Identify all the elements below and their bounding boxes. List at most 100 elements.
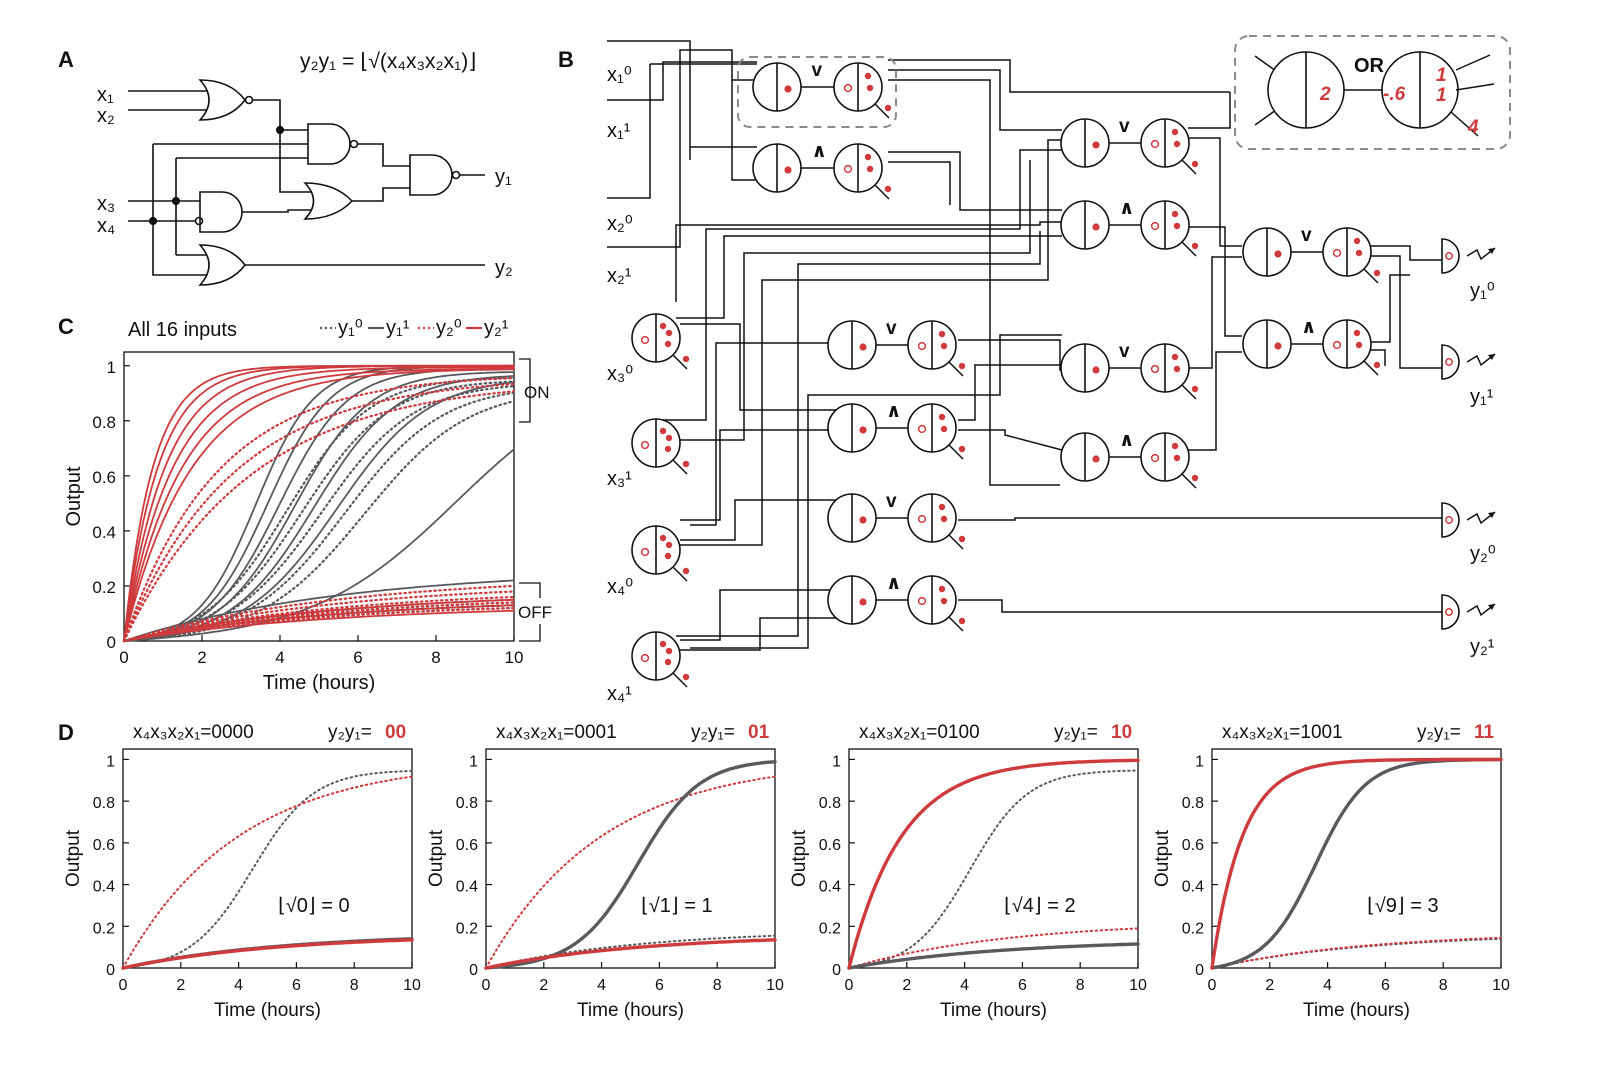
d3-output-value: 11 bbox=[1474, 722, 1495, 743]
input-neuron-x3-0-weight-dot-3 bbox=[664, 340, 672, 348]
l3-or-out-neuron-weight-dot-3 bbox=[1373, 269, 1381, 277]
inset-threshold-left: 2 bbox=[1319, 84, 1331, 105]
x3-and-out-neuron-axon bbox=[948, 444, 964, 460]
c-series-0-curve-4 bbox=[122, 400, 516, 643]
input-neuron-x3-1-threshold-ring bbox=[640, 440, 650, 450]
c-ytick-label-0.6: 0.6 bbox=[92, 468, 116, 487]
x4-or-out-neuron-threshold-ring bbox=[917, 514, 927, 524]
reporter-1-ring bbox=[1445, 358, 1453, 366]
d2-xtick-label-10: 10 bbox=[1129, 977, 1147, 994]
input-x2-label: x₂ bbox=[97, 105, 115, 127]
x3-and-out-neuron-weight-dot-3 bbox=[958, 445, 966, 453]
d0-curve-0 bbox=[122, 769, 413, 969]
l1-or-out-neuron-axon bbox=[874, 103, 890, 119]
wire-c7 bbox=[676, 231, 1041, 637]
reporter-0-signal bbox=[1466, 247, 1496, 261]
d0-xtick-label-8: 8 bbox=[350, 977, 359, 994]
d1-xtick-label-2: 2 bbox=[539, 977, 548, 994]
d0-axes-frame bbox=[122, 748, 413, 969]
wire-c4 bbox=[676, 160, 1031, 441]
c-series-1-curve-8 bbox=[123, 598, 515, 642]
nand-gate-1 bbox=[307, 123, 351, 165]
d0-annotation: ⌊√0⌋ = 0 bbox=[278, 895, 350, 917]
l1-and-out-neuron-weight-dot-1 bbox=[864, 153, 872, 161]
x4-and-out-neuron-weight-dot-3 bbox=[958, 617, 966, 625]
c-series-2-curve-1 bbox=[122, 382, 516, 643]
d0-ytick-label-0.4: 0.4 bbox=[93, 879, 115, 896]
d3-input-label: x₄x₃x₂x₁=1001 bbox=[1222, 722, 1343, 743]
d3-ytick-label-0.8: 0.8 bbox=[1182, 795, 1204, 812]
input-neuron-x3-1-axon bbox=[672, 459, 688, 475]
d2-ytick-label-0.8: 0.8 bbox=[819, 795, 841, 812]
d3-axes-frame bbox=[1211, 748, 1502, 969]
wire-b4 bbox=[888, 161, 951, 205]
wire-e2 bbox=[1188, 226, 1242, 337]
l2-or-b-out-neuron-weight-dot-2 bbox=[1173, 365, 1181, 373]
d2-ylabel: Output bbox=[789, 829, 810, 887]
d0-curve-2 bbox=[122, 775, 413, 969]
l1-and-out-neuron-weight-dot-2 bbox=[866, 165, 874, 173]
network-neurons bbox=[631, 62, 1496, 688]
on-label: ON bbox=[524, 383, 550, 402]
l2-and-b-gate-neuron-threshold-dot bbox=[1092, 455, 1100, 463]
l1-and-gate-neuron-threshold-dot bbox=[784, 166, 792, 174]
c-series-3-curve-8 bbox=[123, 609, 515, 642]
d3-curve-1 bbox=[1210, 757, 1503, 970]
legend-y10-label: y₁⁰ bbox=[338, 317, 363, 339]
l2-or-a-gate-symbol: v bbox=[1119, 116, 1130, 137]
x4-and-out-neuron-threshold-ring bbox=[917, 596, 927, 606]
l1-or-out-neuron-weight-dot-3 bbox=[884, 104, 892, 112]
x4-and-gate-neuron-threshold-dot bbox=[859, 598, 867, 606]
l3-and-out-neuron-weight-dot-3 bbox=[1373, 361, 1381, 369]
l2-or-b-gate-symbol: v bbox=[1119, 341, 1130, 362]
c-series-3-curve-3 bbox=[123, 366, 515, 642]
l2-or-b-gate-neuron-threshold-dot bbox=[1092, 366, 1100, 374]
panel-d-subplot-3: 0 2 4 6 8 10 0 0.2 0.4 0.6 0.8 1 Time (hours) Output x… bbox=[1152, 722, 1510, 1021]
d3-output-label: y₂y₁= bbox=[1417, 722, 1461, 743]
x3-and-gate-symbol: ∧ bbox=[886, 401, 901, 422]
d0-xtick-label-4: 4 bbox=[234, 977, 243, 994]
input-neuron-x4-1-threshold-ring bbox=[640, 653, 650, 663]
wire-e4 bbox=[1188, 351, 1242, 451]
d3-ytick-label-0.2: 0.2 bbox=[1182, 920, 1204, 937]
d1-ytick-label-0.2: 0.2 bbox=[456, 920, 478, 937]
d0-ytick-label-0: 0 bbox=[106, 962, 115, 979]
c-ytick-label-0: 0 bbox=[107, 633, 116, 652]
d2-xtick-label-2: 2 bbox=[902, 977, 911, 994]
d3-ytick-label-0.6: 0.6 bbox=[1182, 837, 1204, 854]
network-input-label-7: x₄¹ bbox=[607, 683, 632, 705]
l2-and-b-out-neuron-threshold-ring bbox=[1150, 453, 1160, 463]
input-x4-label: x₄ bbox=[97, 215, 115, 237]
reporter-3-arrow bbox=[1488, 604, 1495, 610]
panel-d-letter: D bbox=[58, 720, 74, 745]
d1-curve-1 bbox=[484, 760, 777, 970]
legend-y20-label: y₂⁰ bbox=[436, 317, 462, 339]
panel-c-legend: y₁⁰ y₁¹ y₂⁰ y₂¹ bbox=[320, 317, 509, 339]
wire-e6 bbox=[888, 59, 1230, 93]
wire-d4 bbox=[958, 517, 1445, 521]
d1-curve-2 bbox=[485, 775, 776, 969]
input-neuron-x4-0-weight-dot-2 bbox=[665, 541, 673, 549]
d2-xtick-label-8: 8 bbox=[1076, 977, 1085, 994]
wire-b2 bbox=[888, 79, 1060, 486]
wire-c3 bbox=[660, 149, 1062, 421]
d0-xtick-label-0: 0 bbox=[119, 977, 128, 994]
x3-or-out-neuron-weight-dot-1 bbox=[938, 330, 946, 338]
x3-or-out-neuron-weight-dot-3 bbox=[958, 362, 966, 370]
d3-xtick-label-6: 6 bbox=[1381, 977, 1390, 994]
l3-or-out-neuron-axon bbox=[1363, 268, 1379, 284]
panel-d-subplot-0: 0 2 4 6 8 10 0 0.2 0.4 0.6 0.8 1 Time (hours) Output x… bbox=[63, 722, 421, 1021]
l2-and-a-out-neuron-weight-dot-1 bbox=[1171, 210, 1179, 218]
junction-a1 bbox=[275, 125, 285, 135]
x3-or-out-neuron-threshold-ring bbox=[917, 341, 927, 351]
d1-ytick-label-1: 1 bbox=[469, 753, 478, 770]
d1-input-label: x₄x₃x₂x₁=0001 bbox=[496, 722, 617, 743]
input-neuron-x4-1-weight-dot-2 bbox=[665, 647, 673, 655]
wire-c13 bbox=[680, 617, 838, 651]
panel-c-title: All 16 inputs bbox=[128, 319, 237, 341]
x3-or-gate-neuron-threshold-dot bbox=[859, 343, 867, 351]
input-neuron-x4-0-weight-dot-4 bbox=[682, 567, 690, 575]
d3-ytick-label-0.4: 0.4 bbox=[1182, 879, 1204, 896]
input-neuron-x4-1-axon bbox=[672, 672, 688, 688]
